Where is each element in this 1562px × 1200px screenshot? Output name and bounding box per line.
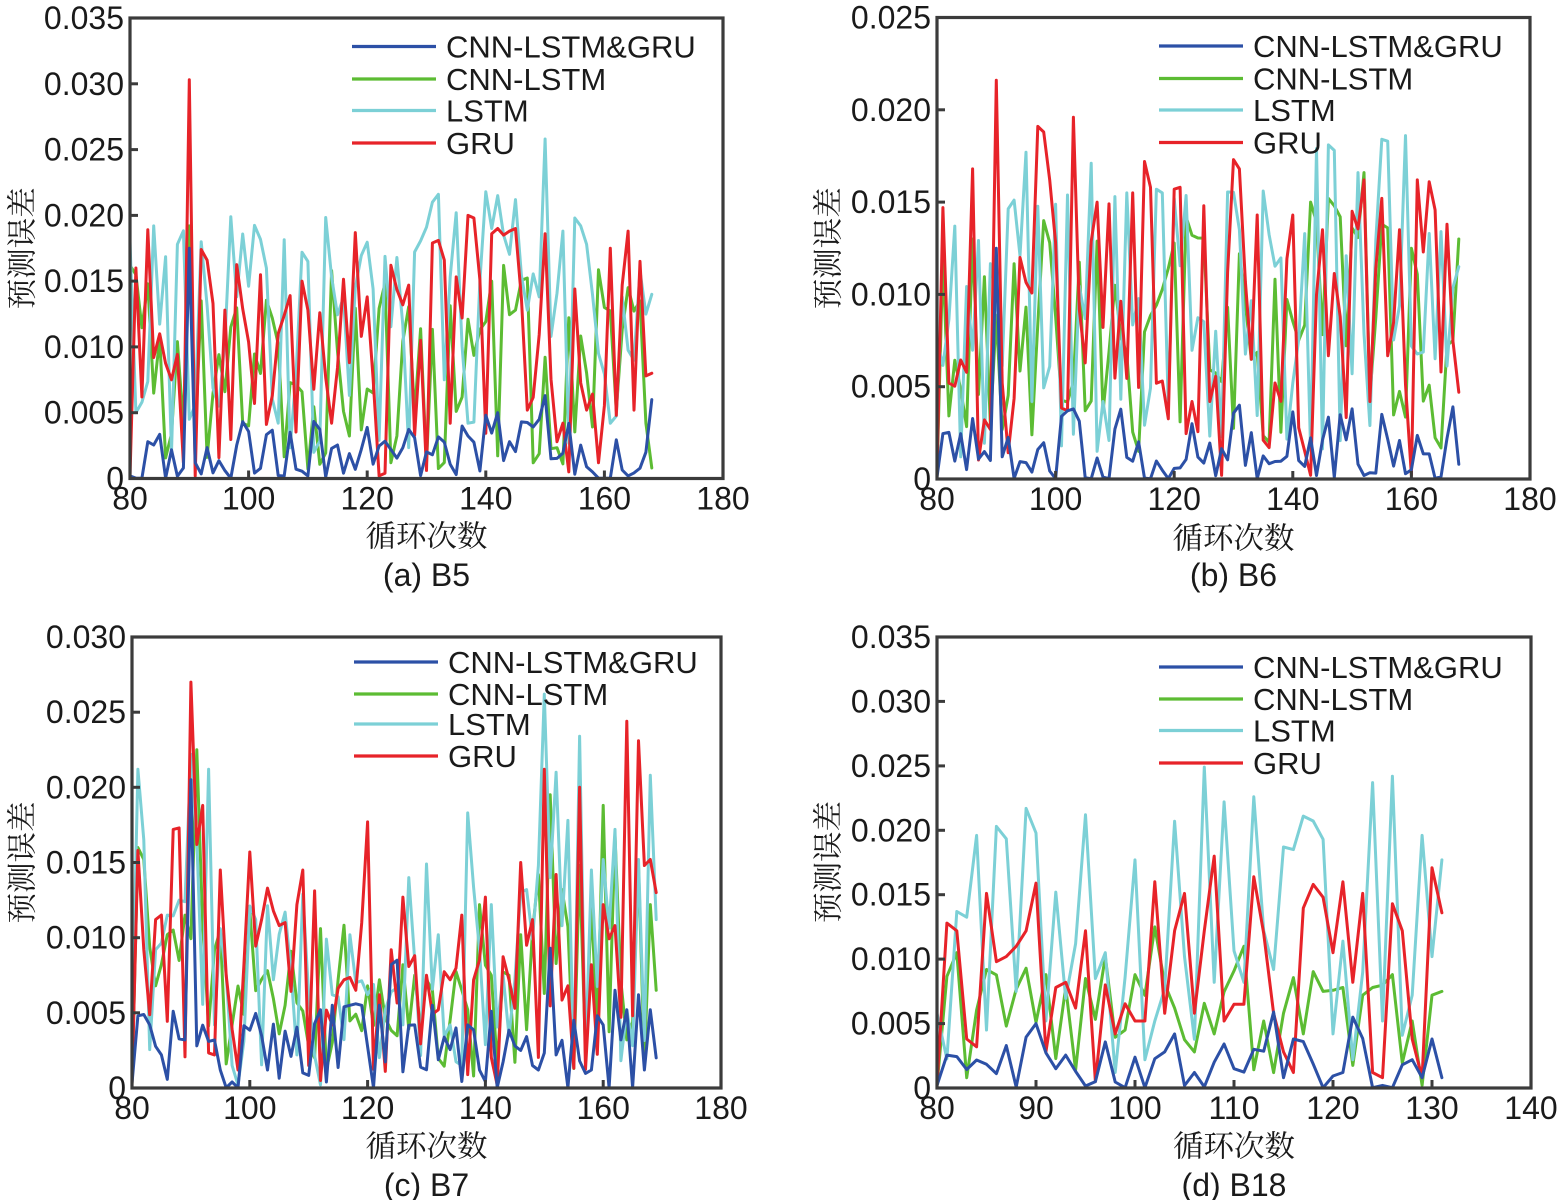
svg-text:140: 140 [459,1090,512,1126]
svg-text:0.020: 0.020 [46,769,126,805]
svg-text:0.015: 0.015 [851,877,931,913]
svg-text:LSTM: LSTM [448,707,531,742]
svg-text:0.025: 0.025 [44,132,124,168]
svg-text:130: 130 [1405,1090,1458,1126]
svg-text:0.035: 0.035 [44,0,124,36]
svg-text:0.010: 0.010 [851,276,931,312]
svg-text:0: 0 [108,1070,126,1106]
svg-text:GRU: GRU [1253,126,1322,161]
svg-text:80: 80 [919,481,955,517]
svg-text:180: 180 [696,481,749,517]
svg-text:0.005: 0.005 [46,995,126,1031]
svg-text:GRU: GRU [1253,746,1322,781]
svg-text:90: 90 [1018,1090,1054,1126]
svg-text:0.005: 0.005 [851,1006,931,1042]
svg-text:0.035: 0.035 [851,619,931,655]
svg-text:(c) B7: (c) B7 [384,1167,469,1200]
svg-text:80: 80 [114,1090,150,1126]
svg-text:(d) B18: (d) B18 [1182,1167,1287,1200]
svg-text:100: 100 [1108,1090,1161,1126]
svg-text:LSTM: LSTM [1253,93,1336,128]
svg-text:110: 110 [1208,1090,1259,1126]
svg-text:0.030: 0.030 [851,683,931,719]
svg-text:CNN-LSTM: CNN-LSTM [448,677,608,712]
svg-text:LSTM: LSTM [1253,714,1336,749]
svg-text:0.010: 0.010 [44,329,124,365]
svg-text:0.015: 0.015 [46,845,126,881]
svg-text:GRU: GRU [446,126,515,161]
svg-text:80: 80 [919,1090,955,1126]
svg-text:0.030: 0.030 [46,619,126,655]
svg-text:0.005: 0.005 [851,369,931,405]
svg-text:CNN-LSTM&GRU: CNN-LSTM&GRU [448,645,698,680]
svg-text:CNN-LSTM&GRU: CNN-LSTM&GRU [446,30,696,65]
svg-text:120: 120 [1306,1090,1359,1126]
svg-text:0.025: 0.025 [46,694,126,730]
svg-text:100: 100 [222,481,275,517]
svg-text:0: 0 [913,461,931,497]
svg-text:CNN-LSTM: CNN-LSTM [1253,62,1413,97]
svg-text:CNN-LSTM: CNN-LSTM [446,62,606,97]
svg-text:CNN-LSTM: CNN-LSTM [1253,682,1413,717]
svg-text:LSTM: LSTM [446,94,529,129]
svg-text:CNN-LSTM&GRU: CNN-LSTM&GRU [1253,650,1503,685]
svg-text:0.020: 0.020 [851,812,931,848]
svg-text:80: 80 [112,481,148,517]
svg-text:160: 160 [577,1090,630,1126]
svg-text:(a) B5: (a) B5 [383,557,470,593]
svg-text:180: 180 [694,1090,747,1126]
svg-text:120: 120 [1148,481,1201,517]
svg-text:160: 160 [1385,481,1438,517]
svg-text:100: 100 [223,1090,276,1126]
svg-text:0: 0 [913,1070,931,1106]
svg-text:0.020: 0.020 [851,92,931,128]
svg-text:0.030: 0.030 [44,66,124,102]
svg-text:0.010: 0.010 [851,941,931,977]
svg-text:0: 0 [106,461,124,497]
svg-text:140: 140 [1266,481,1319,517]
svg-text:0.020: 0.020 [44,197,124,233]
svg-text:CNN-LSTM&GRU: CNN-LSTM&GRU [1253,29,1503,64]
svg-text:0.025: 0.025 [851,0,931,36]
svg-text:0.025: 0.025 [851,748,931,784]
svg-text:0.015: 0.015 [44,263,124,299]
svg-text:GRU: GRU [448,739,517,774]
svg-text:180: 180 [1503,481,1556,517]
svg-text:0.005: 0.005 [44,395,124,431]
svg-text:140: 140 [459,481,512,517]
svg-text:140: 140 [1504,1090,1557,1126]
svg-text:0.015: 0.015 [851,184,931,220]
svg-text:120: 120 [341,1090,394,1126]
svg-text:(b) B6: (b) B6 [1190,557,1277,593]
svg-text:120: 120 [341,481,394,517]
svg-text:100: 100 [1029,481,1082,517]
svg-text:0.010: 0.010 [46,920,126,956]
svg-text:160: 160 [578,481,631,517]
